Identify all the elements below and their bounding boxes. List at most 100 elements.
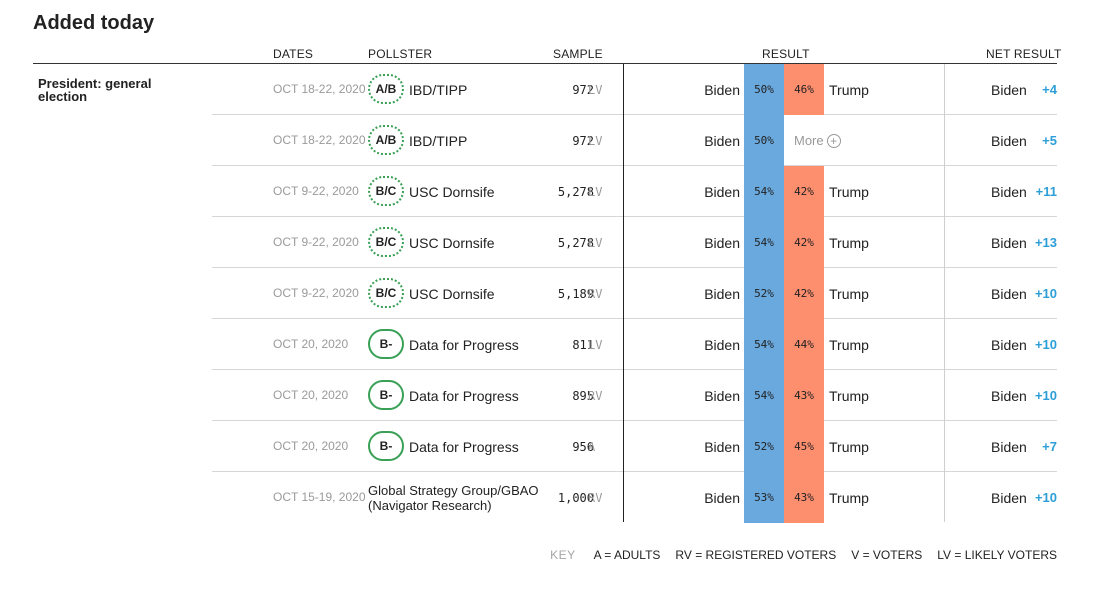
rep-percent: 45% [784,421,824,472]
population-type: RV [588,286,603,301]
more-button[interactable]: More + [794,115,841,166]
sample-size: 5,278 [557,184,594,199]
legend-key: KEY A = ADULTS RV = REGISTERED VOTERS V … [550,548,1057,562]
population-type: LV [588,82,603,97]
population-type: RV [588,490,603,505]
net-candidate: Biden [991,336,1027,353]
header-net-result[interactable]: NET RESULT [986,47,1062,61]
header-divider [33,63,1057,64]
dem-percent: 54% [744,217,784,268]
table-row[interactable]: OCT 20, 2020 B- Data for Progress 956 A Biden… [212,421,1057,472]
net-candidate: Biden [991,438,1027,455]
rep-candidate: Trump [829,387,869,404]
dem-candidate: Biden [704,438,740,455]
poll-dates: OCT 9-22, 2020 [273,184,359,198]
key-item-likely-voters: LV = LIKELY VOTERS [937,548,1057,562]
net-candidate: Biden [991,81,1027,98]
rep-candidate: Trump [829,489,869,506]
more-label: More [794,133,824,148]
result-right-divider [944,64,945,522]
net-candidate: Biden [991,285,1027,302]
table-row[interactable]: OCT 20, 2020 B- Data for Progress 895 RV Bide… [212,370,1057,421]
dem-percent: 50% [744,115,784,166]
pollster-name[interactable]: USC Dornsife [409,234,495,251]
pollster-grade-badge[interactable]: B- [368,380,404,410]
poll-dates: OCT 20, 2020 [273,439,349,453]
sample-size: 895 [572,388,594,403]
pollster-name[interactable]: Data for Progress [409,387,519,404]
result-left-divider [623,64,624,522]
sample-size: 5,278 [557,235,594,250]
rep-candidate: Trump [829,438,869,455]
sample-size: 1,000 [557,490,594,505]
header-sample[interactable]: SAMPLE [553,47,603,61]
header-pollster[interactable]: POLLSTER [368,47,433,61]
pollster-name[interactable]: Data for Progress [409,336,519,353]
net-margin: +10 [1034,286,1057,301]
rep-percent: 42% [784,268,824,319]
poll-dates: OCT 18-22, 2020 [273,82,366,96]
poll-dates: OCT 20, 2020 [273,388,349,402]
pollster-grade-badge[interactable]: B/C [368,176,404,206]
dem-percent: 54% [744,166,784,217]
rep-candidate: Trump [829,183,869,200]
dem-candidate: Biden [704,81,740,98]
table-row[interactable]: OCT 9-22, 2020 B/C USC Dornsife 5,189 RV Bide… [212,268,1057,319]
net-margin: +4 [1042,82,1057,97]
net-margin: +11 [1035,184,1057,199]
rep-candidate: Trump [829,336,869,353]
dem-candidate: Biden [704,183,740,200]
polls-table: OCT 18-22, 2020 A/B IBD/TIPP 972 LV Biden 50% 4… [212,64,1057,523]
key-label: KEY [550,548,576,562]
table-row[interactable]: OCT 18-22, 2020 A/B IBD/TIPP 972 LV Biden 50% 4… [212,64,1057,115]
rep-candidate: Trump [829,285,869,302]
poll-dates: OCT 9-22, 2020 [273,235,359,249]
dem-percent: 50% [744,64,784,115]
net-margin: +13 [1034,235,1057,250]
rep-candidate: Trump [829,234,869,251]
pollster-grade-badge[interactable]: A/B [368,125,404,155]
plus-circle-icon: + [826,133,841,148]
key-item-adults: A = ADULTS [593,548,661,562]
rep-percent: 46% [784,64,824,115]
net-margin: +10 [1034,337,1057,352]
pollster-name[interactable]: IBD/TIPP [409,132,468,149]
poll-dates: OCT 18-22, 2020 [273,133,366,147]
pollster-name[interactable]: Global Strategy Group/GBAO (Navigator Re… [368,482,539,513]
header-result[interactable]: RESULT [762,47,810,61]
rep-percent: 43% [784,370,824,421]
table-row[interactable]: OCT 9-22, 2020 B/C USC Dornsife 5,278 LV Bide… [212,166,1057,217]
table-row[interactable]: OCT 15-19, 2020 Global Strategy Group/GBA… [212,472,1057,523]
sample-size: 972 [572,133,594,148]
dem-percent: 53% [744,472,784,523]
pollster-name[interactable]: USC Dornsife [409,285,495,302]
population-type: A [588,439,596,454]
header-dates[interactable]: DATES [273,47,314,61]
pollster-name[interactable]: Data for Progress [409,438,519,455]
sample-size: 972 [572,82,594,97]
pollster-name[interactable]: IBD/TIPP [409,81,468,98]
pollster-grade-badge[interactable]: B/C [368,227,404,257]
net-candidate: Biden [991,132,1027,149]
page-title: Added today [33,12,155,34]
rep-percent: 42% [784,166,824,217]
dem-candidate: Biden [704,387,740,404]
pollster-grade-badge[interactable]: B- [368,431,404,461]
pollster-grade-badge[interactable]: A/B [368,74,404,104]
dem-candidate: Biden [704,285,740,302]
net-margin: +7 [1042,439,1057,454]
table-row[interactable]: OCT 9-22, 2020 B/C USC Dornsife 5,278 LV Bide… [212,217,1057,268]
table-row[interactable]: OCT 20, 2020 B- Data for Progress 811 LV Bide… [212,319,1057,370]
population-type: LV [588,337,603,352]
rep-percent: 44% [784,319,824,370]
net-candidate: Biden [991,489,1027,506]
pollster-name[interactable]: USC Dornsife [409,183,495,200]
key-item-voters: V = VOTERS [851,548,923,562]
dem-percent: 52% [744,421,784,472]
table-row[interactable]: OCT 18-22, 2020 A/B IBD/TIPP 972 LV Biden 50% M… [212,115,1057,166]
pollster-grade-badge[interactable]: B/C [368,278,404,308]
pollster-grade-badge[interactable]: B- [368,329,404,359]
net-margin: +10 [1034,490,1057,505]
poll-dates: OCT 15-19, 2020 [273,490,366,504]
sample-size: 811 [572,337,594,352]
